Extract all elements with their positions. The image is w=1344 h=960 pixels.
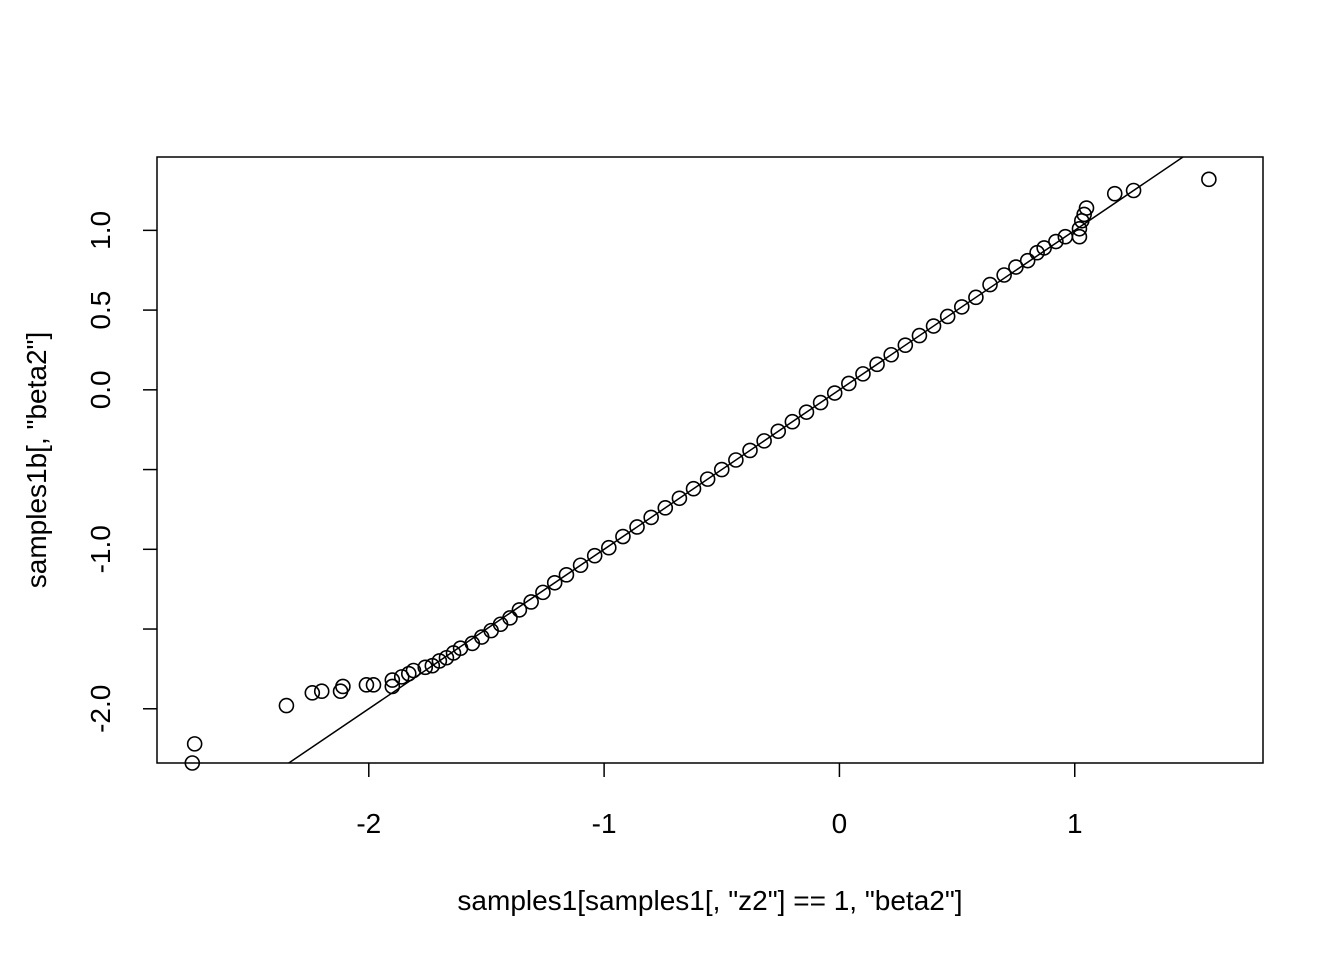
data-point	[546, 574, 563, 591]
data-point	[365, 677, 382, 693]
data-point	[1125, 182, 1142, 199]
data-point	[953, 299, 970, 315]
data-point	[713, 461, 730, 478]
data-point	[1106, 185, 1123, 202]
data-point	[417, 659, 434, 676]
data-point	[939, 308, 956, 325]
y-tick-label: -1.0	[85, 525, 116, 573]
data-point	[393, 669, 410, 685]
data-point	[728, 452, 744, 468]
plot-frame	[156, 156, 1264, 764]
data-point	[1048, 233, 1064, 250]
data-point	[313, 683, 330, 700]
data-point	[615, 528, 631, 545]
data-point	[1036, 240, 1052, 256]
data-point	[400, 665, 417, 682]
data-point	[186, 736, 203, 752]
data-point	[431, 653, 448, 669]
data-point	[685, 480, 702, 497]
x-tick-label: 1	[1067, 808, 1083, 839]
data-point	[826, 385, 843, 401]
data-point	[784, 413, 801, 430]
data-point	[511, 602, 528, 618]
data-point	[572, 557, 589, 574]
x-tick-label: 0	[832, 808, 848, 839]
x-tick-label: -2	[356, 808, 381, 839]
data-point	[523, 594, 539, 610]
data-point	[1078, 200, 1095, 216]
y-tick-label: 1.0	[85, 211, 116, 250]
data-point	[968, 289, 984, 306]
data-point	[358, 677, 375, 693]
data-point	[1008, 259, 1024, 275]
y-tick-label: -2.0	[85, 685, 116, 733]
data-point	[911, 327, 928, 344]
data-point	[812, 394, 829, 411]
data-point	[1076, 206, 1092, 223]
data-point	[1071, 220, 1088, 237]
data-point	[1201, 171, 1217, 188]
data-point	[278, 697, 295, 714]
data-point	[798, 404, 815, 420]
data-point	[643, 509, 659, 526]
data-point	[1019, 252, 1036, 269]
data-point	[1071, 228, 1088, 245]
data-point	[502, 610, 518, 626]
data-point	[405, 662, 422, 679]
y-tick-label: 0.5	[85, 291, 116, 330]
data-point	[883, 346, 899, 363]
data-point	[586, 547, 603, 564]
data-point	[335, 678, 351, 695]
y-tick-label: 0.0	[85, 370, 116, 409]
data-point	[657, 500, 674, 516]
data-point	[996, 267, 1012, 283]
y-axis-label: samples1b[, "beta2"]	[21, 332, 52, 588]
data-point	[535, 584, 551, 601]
data-point	[629, 519, 645, 535]
data-point	[384, 672, 401, 688]
data-point	[982, 276, 998, 293]
data-point	[742, 442, 758, 459]
data-point	[855, 366, 871, 382]
data-point	[770, 423, 787, 440]
x-axis-label: samples1[samples1[, "z2"] == 1, "beta2"]	[457, 885, 962, 916]
data-point	[671, 490, 688, 507]
data-point	[304, 685, 321, 701]
data-point	[699, 471, 716, 487]
data-point	[869, 356, 885, 373]
data-point	[558, 567, 575, 583]
x-tick-label: -1	[592, 808, 617, 839]
data-point	[384, 678, 401, 695]
data-point	[841, 375, 857, 392]
data-point	[601, 539, 617, 556]
data-point	[925, 318, 942, 334]
data-point	[756, 433, 772, 449]
data-point	[897, 337, 914, 353]
